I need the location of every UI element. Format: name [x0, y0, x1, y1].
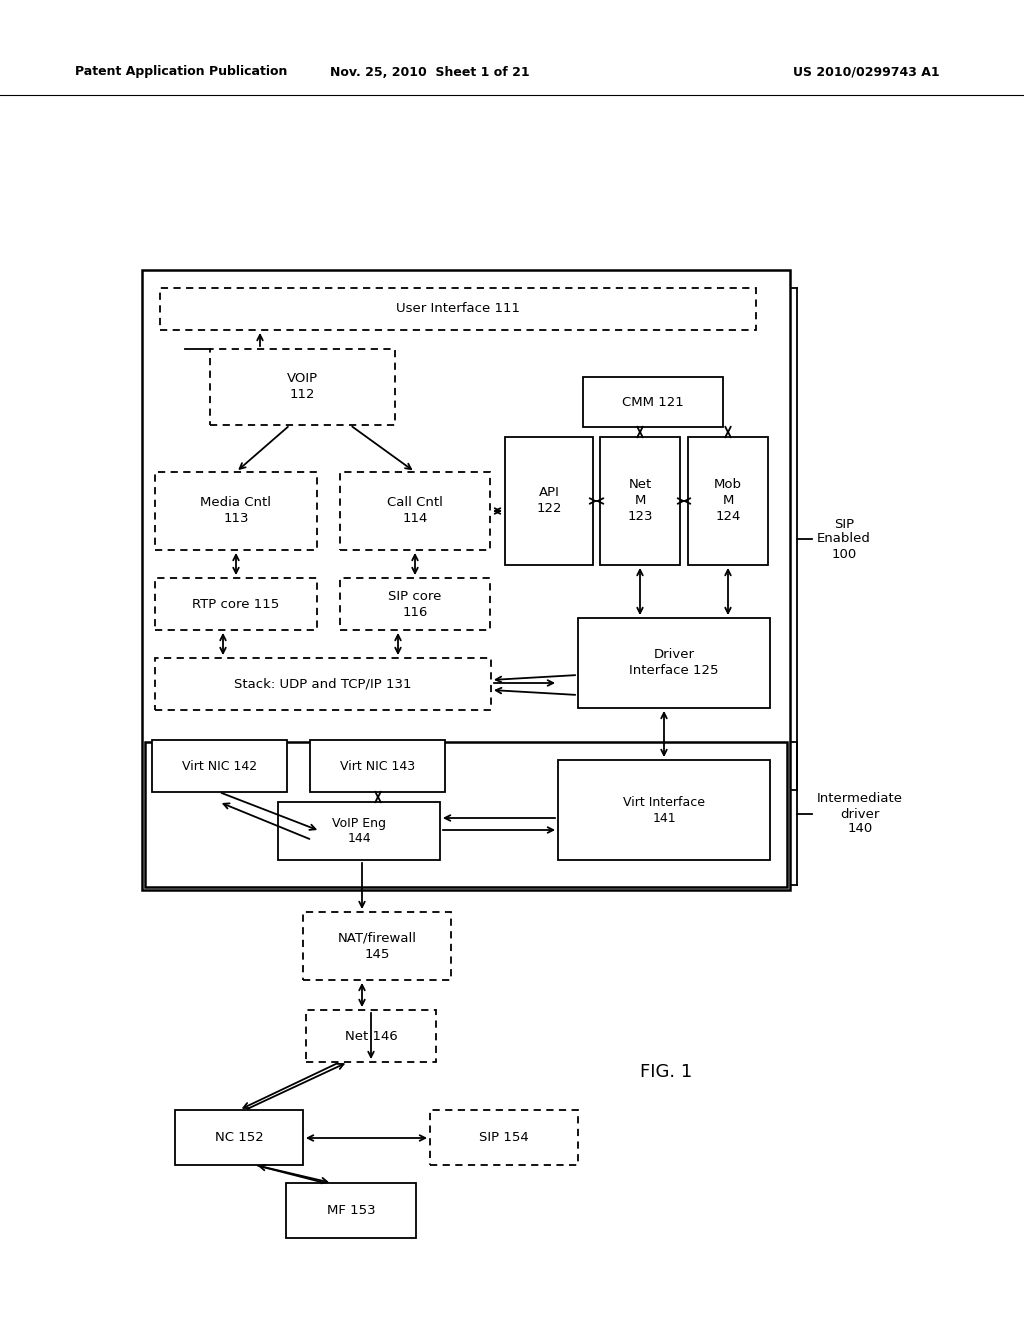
Text: MF 153: MF 153 [327, 1204, 376, 1217]
Bar [155, 473, 317, 550]
Text: Driver
Interface 125: Driver Interface 125 [630, 648, 719, 677]
Text: FIG. 1: FIG. 1 [640, 1063, 692, 1081]
Bar [142, 271, 790, 890]
Text: SIP
Enabled
100: SIP Enabled 100 [817, 517, 870, 561]
Bar [155, 657, 490, 710]
Text: NAT/firewall
145: NAT/firewall 145 [338, 932, 417, 961]
Text: Net 146: Net 146 [345, 1030, 397, 1043]
Bar [278, 803, 440, 861]
Text: CMM 121: CMM 121 [623, 396, 684, 408]
Bar [558, 760, 770, 861]
Text: Stack: UDP and TCP/IP 131: Stack: UDP and TCP/IP 131 [234, 677, 412, 690]
Text: Nov. 25, 2010  Sheet 1 of 21: Nov. 25, 2010 Sheet 1 of 21 [330, 66, 529, 78]
Text: VoIP Eng
144: VoIP Eng 144 [332, 817, 386, 846]
Bar [160, 288, 756, 330]
Bar [152, 741, 287, 792]
Bar [175, 1110, 303, 1166]
Text: VOIP
112: VOIP 112 [287, 372, 318, 401]
Bar [578, 618, 770, 708]
Text: User Interface 111: User Interface 111 [396, 302, 520, 315]
Text: Virt NIC 142: Virt NIC 142 [182, 759, 257, 772]
Text: US 2010/0299743 A1: US 2010/0299743 A1 [794, 66, 940, 78]
Bar [600, 437, 680, 565]
Text: Call Cntl
114: Call Cntl 114 [387, 496, 443, 525]
Bar [286, 1183, 416, 1238]
Text: Intermediate
driver
140: Intermediate driver 140 [817, 792, 903, 836]
Bar [303, 912, 451, 979]
Bar [310, 741, 445, 792]
Text: NC 152: NC 152 [215, 1131, 263, 1144]
Text: Net
M
123: Net M 123 [628, 479, 652, 524]
Bar [340, 578, 490, 630]
Bar [155, 578, 317, 630]
Bar [210, 348, 395, 425]
Text: Media Cntl
113: Media Cntl 113 [201, 496, 271, 525]
Text: Mob
M
124: Mob M 124 [714, 479, 742, 524]
Text: RTP core 115: RTP core 115 [193, 598, 280, 610]
Bar [505, 437, 593, 565]
Bar [430, 1110, 578, 1166]
Bar [688, 437, 768, 565]
Bar [583, 378, 723, 426]
Bar [340, 473, 490, 550]
Text: Virt Interface
141: Virt Interface 141 [623, 796, 705, 825]
Bar [306, 1010, 436, 1063]
Text: Virt NIC 143: Virt NIC 143 [340, 759, 415, 772]
Text: SIP 154: SIP 154 [479, 1131, 528, 1144]
Bar [145, 742, 787, 887]
Text: API
122: API 122 [537, 487, 562, 516]
Text: Patent Application Publication: Patent Application Publication [75, 66, 288, 78]
Text: SIP core
116: SIP core 116 [388, 590, 441, 619]
